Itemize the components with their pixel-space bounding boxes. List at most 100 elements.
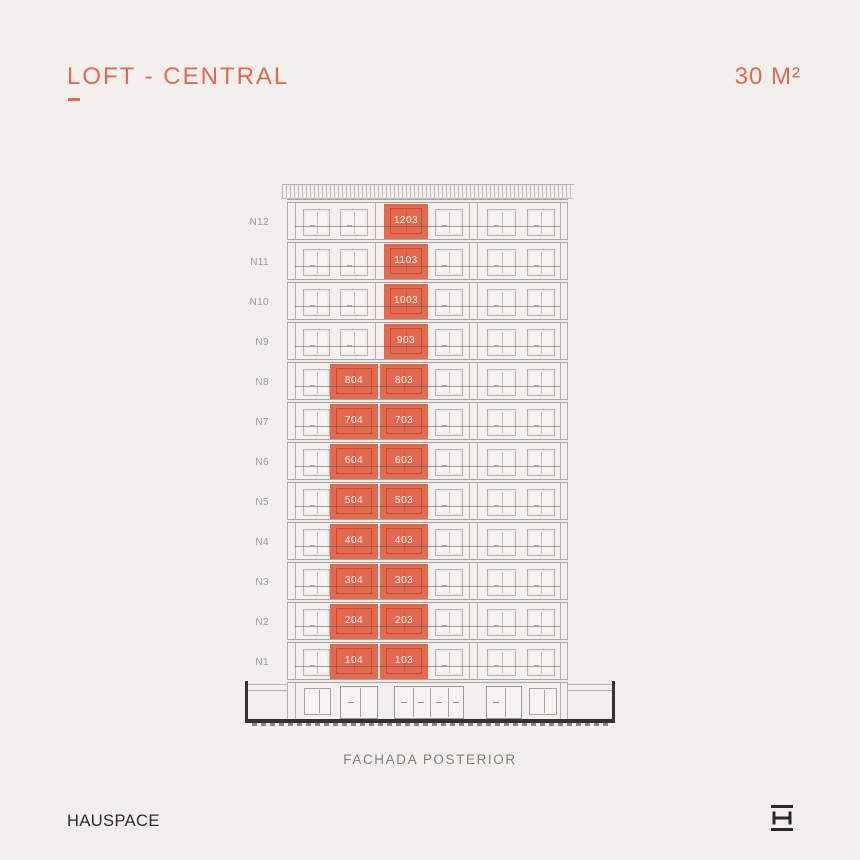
- wall-line: [567, 603, 568, 639]
- unit-number: 104: [344, 655, 364, 666]
- wall-line: [375, 283, 376, 319]
- unit-window: [390, 208, 422, 234]
- unit-window: [386, 568, 422, 594]
- window: [435, 329, 463, 356]
- window: [487, 329, 516, 356]
- window: [435, 449, 463, 476]
- floor-row: N3 304 303: [255, 563, 568, 603]
- unit-number: 603: [394, 455, 414, 466]
- floor-row: N10 1003: [249, 283, 568, 323]
- unit-window: [336, 648, 372, 674]
- wall-line: [567, 203, 568, 239]
- unit-number: 1103: [394, 255, 418, 266]
- wall-line: [560, 523, 561, 559]
- unit-window: [386, 408, 422, 434]
- unit-number: 903: [396, 335, 416, 346]
- unit-window: [336, 568, 372, 594]
- unit-window: [336, 448, 372, 474]
- panel-divider: [448, 688, 449, 717]
- door-handle: [418, 702, 424, 703]
- balcony-rail-line: [295, 666, 560, 667]
- unit-window: [390, 288, 422, 314]
- wall-line: [287, 643, 288, 679]
- window: [435, 249, 463, 276]
- window: [303, 209, 330, 236]
- floor-slab: [287, 359, 568, 363]
- unit-window: [386, 648, 422, 674]
- floor-slab: [287, 639, 568, 643]
- wall-line: [567, 403, 568, 439]
- window: [487, 369, 516, 396]
- window: [303, 409, 330, 436]
- wall-line: [287, 683, 288, 719]
- wall-line: [567, 563, 568, 599]
- unit-window: [386, 488, 422, 514]
- wall-line: [567, 243, 568, 279]
- floor-slab: [287, 239, 568, 243]
- floor-row: N9 903: [255, 323, 568, 363]
- wall-line: [567, 363, 568, 399]
- wall-line: [295, 603, 296, 639]
- window: [487, 249, 516, 276]
- wall-line: [469, 283, 470, 319]
- wall-line: [560, 563, 561, 599]
- panel-divider: [430, 688, 431, 717]
- wall-line: [287, 603, 288, 639]
- window: [527, 409, 555, 436]
- window: [303, 489, 330, 516]
- wall-line: [287, 443, 288, 479]
- window: [487, 209, 516, 236]
- balcony-rail-line: [295, 626, 560, 627]
- wall-line: [560, 203, 561, 239]
- window: [527, 529, 555, 556]
- unit-window: [386, 528, 422, 554]
- unit-number: 403: [394, 535, 414, 546]
- panel-divider: [360, 688, 361, 717]
- ground-tick-left: [245, 681, 248, 723]
- wall-line: [477, 203, 478, 239]
- hauspace-logo-icon: [771, 805, 793, 831]
- wall-line: [295, 203, 296, 239]
- unit-cell: 604: [330, 444, 378, 479]
- door-handle: [348, 702, 354, 703]
- window: [487, 529, 516, 556]
- window: [303, 369, 330, 396]
- unit-cell: 804: [330, 364, 378, 399]
- unit-number: 804: [344, 375, 364, 386]
- floor-label: N11: [250, 257, 269, 268]
- window: [303, 449, 330, 476]
- unit-cell: 603: [380, 444, 428, 479]
- window: [340, 329, 368, 356]
- door-handle: [436, 702, 442, 703]
- wall-line: [560, 483, 561, 519]
- title-underline: [68, 98, 80, 101]
- plinth-line: [568, 684, 612, 685]
- wall-line: [560, 443, 561, 479]
- window: [340, 289, 368, 316]
- storefront-window: [529, 688, 557, 715]
- floor-slab: [287, 279, 568, 283]
- wall-line: [469, 523, 470, 559]
- floors-container: N12 1203 N11 1103 N10 1003 N9 903 N8 804 803 N7 704 7…: [249, 203, 568, 683]
- wall-line: [295, 403, 296, 439]
- unit-window: [336, 368, 372, 394]
- floor-slab: [287, 679, 568, 683]
- floor-slab: [287, 399, 568, 403]
- wall-line: [375, 323, 376, 359]
- wall-line: [295, 283, 296, 319]
- floor-label: N6: [255, 457, 269, 468]
- window: [487, 289, 516, 316]
- wall-line: [477, 483, 478, 519]
- unit-cell: 803: [380, 364, 428, 399]
- facade-caption: FACHADA POSTERIOR: [343, 752, 517, 767]
- wall-line: [295, 243, 296, 279]
- wall-line: [560, 363, 561, 399]
- door-handle: [401, 702, 407, 703]
- window: [435, 409, 463, 436]
- unit-cell: 104: [330, 644, 378, 679]
- window: [303, 289, 330, 316]
- ground-line: [245, 719, 615, 723]
- unit-cell: 103: [380, 644, 428, 679]
- unit-number: 604: [344, 455, 364, 466]
- area-label: 30 M²: [734, 63, 801, 90]
